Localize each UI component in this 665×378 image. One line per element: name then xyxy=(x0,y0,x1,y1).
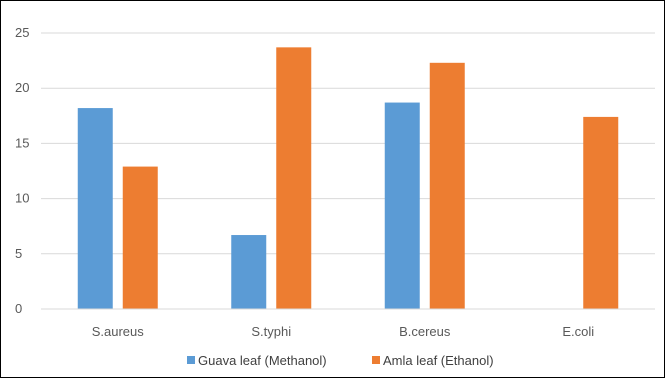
bars xyxy=(77,47,619,310)
bar-amla-saureus xyxy=(122,166,158,309)
legend-item: Guava leaf (Methanol) xyxy=(187,353,327,368)
x-tick-label: S.aureus xyxy=(92,324,145,339)
y-tick-label: 20 xyxy=(15,80,29,95)
bar-guava-styphi xyxy=(231,235,267,309)
y-axis-tick-labels: 0 5 10 15 20 25 xyxy=(15,25,29,316)
legend-label: Guava leaf (Methanol) xyxy=(198,353,327,368)
legend-swatch xyxy=(372,356,380,364)
y-tick-label: 5 xyxy=(15,246,22,261)
x-axis-tick-labels: S.aureus S.typhi B.cereus E.coli xyxy=(92,324,595,339)
y-tick-label: 25 xyxy=(15,25,29,40)
x-tick-label: E.coli xyxy=(562,324,594,339)
bar-amla-styphi xyxy=(276,47,312,310)
legend-label: Amla leaf (Ethanol) xyxy=(383,353,494,368)
bar-amla-bcereus xyxy=(429,62,465,309)
bar-guava-bcereus xyxy=(384,102,420,309)
legend-swatch xyxy=(187,356,195,364)
y-tick-label: 0 xyxy=(15,301,22,316)
legend: Guava leaf (Methanol) Amla leaf (Ethanol) xyxy=(187,353,494,368)
bar-guava-saureus xyxy=(77,108,113,310)
y-tick-label: 15 xyxy=(15,135,29,150)
legend-item: Amla leaf (Ethanol) xyxy=(372,353,494,368)
bar-amla-ecoli xyxy=(583,116,619,310)
x-tick-label: B.cereus xyxy=(399,324,451,339)
x-tick-label: S.typhi xyxy=(251,324,291,339)
y-tick-label: 10 xyxy=(15,191,29,206)
